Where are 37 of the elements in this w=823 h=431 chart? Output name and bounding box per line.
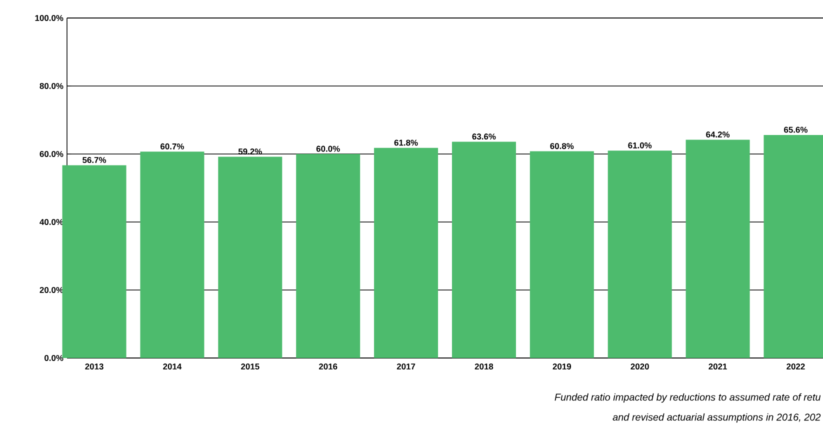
x-tick-label: 2015 [241, 364, 260, 370]
y-tick-label: 60.0% [40, 151, 64, 157]
data-label: 61.0% [628, 142, 652, 148]
x-tick-label: 2017 [396, 364, 416, 370]
bar [452, 142, 516, 358]
data-label: 60.7% [160, 143, 184, 150]
bar [62, 165, 126, 358]
x-tick-label: 2013 [85, 364, 104, 370]
data-label: 61.8% [394, 140, 418, 146]
y-tick-label: 40.0% [40, 219, 64, 225]
bar [218, 156, 282, 358]
x-tick-label: 2019 [552, 364, 572, 370]
text: and revised actuarial assumptions in 2016, 202 [612, 413, 821, 423]
bar [608, 150, 672, 358]
bar [530, 151, 594, 358]
y-tick-label: 80.0% [40, 83, 64, 89]
x-tick-label: 2016 [318, 364, 338, 370]
bar [374, 148, 438, 358]
data-label: 64.2% [706, 132, 730, 138]
data-label: 56.7% [82, 157, 106, 164]
bar [140, 152, 204, 358]
x-tick-label: 2022 [786, 364, 805, 370]
y-tick-label: 0.0% [44, 355, 64, 361]
data-label: 59.2% [238, 148, 262, 155]
x-tick-label: 2014 [163, 364, 182, 370]
data-label: 60.8% [550, 143, 574, 150]
data-label: 60.0% [316, 146, 340, 152]
x-tick-label: 2018 [474, 364, 494, 370]
data-label: 63.6% [472, 134, 496, 140]
x-tick-label: 2021 [708, 364, 727, 370]
x-tick-label: 2020 [630, 364, 649, 370]
data-label: 65.6% [784, 126, 808, 133]
y-tick-label: 20.0% [40, 287, 64, 293]
bar [686, 140, 750, 358]
bar [296, 154, 360, 358]
y-tick-label: 100.0% [35, 15, 64, 21]
text: Funded ratio impacted by reductions to assumed rate of retu [554, 393, 821, 403]
